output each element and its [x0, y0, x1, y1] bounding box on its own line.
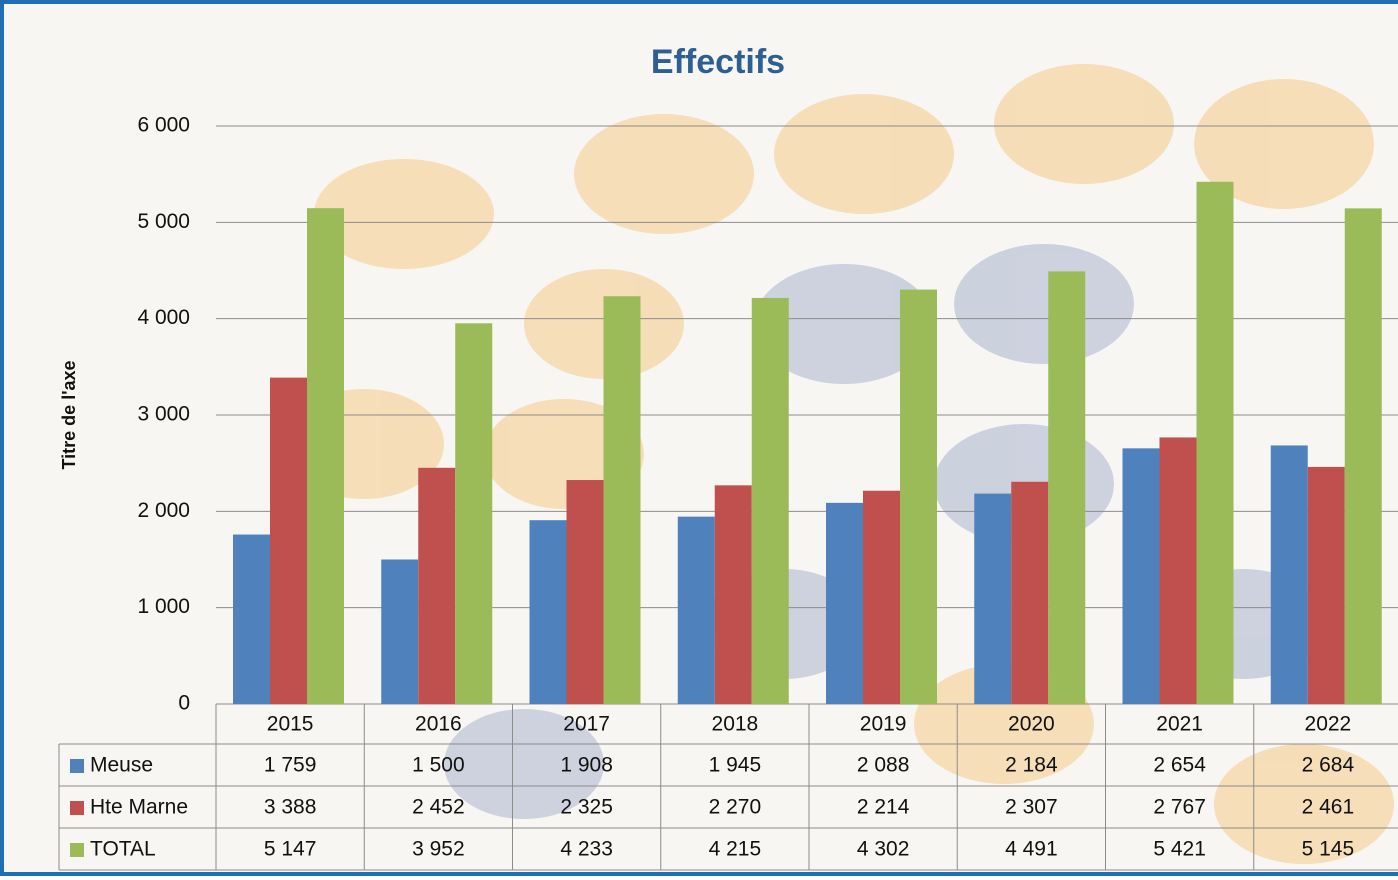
table-value: 1 945: [709, 754, 762, 777]
table-value: 4 215: [709, 838, 762, 861]
y-tick-label: 2 000: [137, 499, 190, 522]
bar: [1344, 208, 1382, 705]
bar: [1196, 181, 1234, 705]
chart: Effectifs Titre de l'axe 0 1 000 2 000 3 00…: [58, 43, 1398, 871]
table-value: 2 461: [1302, 796, 1355, 819]
x-tick-label: 2018: [712, 713, 759, 736]
table-value: 2 452: [412, 796, 465, 819]
table-value: 2 307: [1005, 796, 1058, 819]
x-tick-label: 2016: [415, 713, 462, 736]
bar: [826, 502, 863, 704]
x-tick-label: 2015: [267, 713, 314, 736]
y-tick-label: 0: [178, 692, 190, 715]
legend-swatch: [70, 759, 84, 773]
y-tick-label: 1 000: [137, 595, 190, 618]
bar: [455, 323, 493, 704]
table-value: 2 270: [709, 796, 762, 819]
chart-title: Effectifs: [651, 43, 785, 81]
bar: [677, 516, 715, 704]
bar: [566, 480, 604, 704]
bar: [1159, 437, 1197, 704]
bar: [751, 297, 789, 704]
table-value: 1 908: [560, 754, 613, 777]
legend-label: TOTAL: [90, 838, 156, 861]
x-tick-label: 2022: [1305, 713, 1352, 736]
bar: [418, 467, 456, 704]
x-tick-label: 2017: [563, 713, 610, 736]
table-value: 2 088: [857, 754, 910, 777]
bar: [1048, 271, 1086, 704]
table-value: 2 325: [560, 796, 613, 819]
x-tick-label: 2020: [1008, 713, 1055, 736]
legend-swatch: [70, 843, 84, 857]
bar: [381, 559, 419, 704]
table-value: 2 654: [1153, 754, 1206, 777]
table-value: 2 767: [1153, 796, 1206, 819]
legend-swatch: [70, 801, 84, 815]
y-tick-label: 3 000: [137, 403, 190, 426]
y-tick-label: 4 000: [137, 306, 190, 329]
bar: [974, 493, 1012, 704]
bar: [863, 490, 900, 704]
table-value: 5 421: [1153, 838, 1206, 861]
bar: [1270, 445, 1308, 704]
table-value: 5 147: [264, 838, 317, 861]
table-value: 4 491: [1005, 838, 1058, 861]
x-tick-label: 2021: [1156, 713, 1203, 736]
legend-label: Hte Marne: [90, 796, 188, 819]
bar: [233, 534, 270, 704]
bar: [1307, 466, 1345, 704]
bar: [1011, 481, 1049, 704]
table-value: 5 145: [1302, 838, 1355, 861]
table-value: 2 214: [857, 796, 910, 819]
legend-label: Meuse: [90, 754, 153, 777]
bar: [714, 485, 752, 704]
bar: [603, 296, 641, 704]
bar: [529, 520, 567, 704]
y-tick-label: 6 000: [137, 114, 190, 137]
table-value: 1 759: [264, 754, 317, 777]
bar: [900, 289, 937, 704]
bar: [307, 208, 344, 704]
table-value: 1 500: [412, 754, 465, 777]
table-value: 3 952: [412, 838, 465, 861]
table-value: 2 684: [1302, 754, 1355, 777]
table-value: 4 233: [560, 838, 613, 861]
y-axis-title: Titre de l'axe: [59, 360, 79, 469]
bar: [270, 377, 307, 704]
table-value: 4 302: [857, 838, 910, 861]
table-value: 3 388: [264, 796, 317, 819]
x-tick-label: 2019: [860, 713, 907, 736]
y-tick-label: 5 000: [137, 210, 190, 233]
bar: [1122, 448, 1160, 704]
table-value: 2 184: [1005, 754, 1058, 777]
